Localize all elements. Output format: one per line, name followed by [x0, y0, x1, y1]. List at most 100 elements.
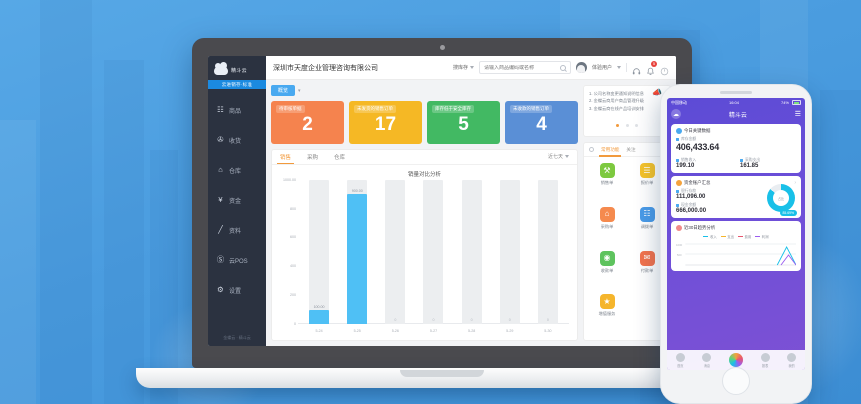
phone-tab-home[interactable]: 首页	[675, 352, 685, 368]
app-logo[interactable]: 精斗云	[208, 56, 266, 80]
erp-main: 深圳市天度企业管理咨询有限公司 搜库存 体验用户	[266, 56, 676, 346]
search-input[interactable]	[483, 64, 560, 71]
overview-tag[interactable]: 概览	[271, 85, 296, 96]
phone-mockup: 中国移动 16:04 74% ☁ 精斗云 ☰ 今日关键数据	[660, 84, 812, 404]
sidebar-item-funds[interactable]: ¥ 资金	[208, 185, 266, 215]
quick-action-item[interactable]: ⌂ 采购单	[589, 206, 625, 247]
bar-column[interactable]: 0	[385, 179, 406, 324]
chevron-down-icon[interactable]: ▾	[298, 87, 301, 94]
sidebar-item-label: 云POS	[229, 258, 248, 265]
search-scope-label: 搜库存	[452, 65, 468, 71]
legend-entry: 支出	[720, 234, 734, 239]
x-tick-label: 5-26	[391, 328, 399, 333]
search-box[interactable]	[478, 61, 571, 74]
quick-action-item[interactable]: ☰ 报价单	[629, 163, 665, 203]
quick-action-item[interactable]: ⚒ 销售单	[589, 163, 625, 203]
carousel-dot[interactable]	[625, 124, 629, 128]
tab-common-functions[interactable]: 常用功能	[598, 143, 622, 157]
bullet-icon	[740, 159, 743, 162]
sidebar-item-settings[interactable]: ⚙ 设置	[208, 275, 266, 305]
y-tick-label: 600	[290, 235, 296, 240]
quick-action-item[interactable]: ★ 增值服务	[589, 294, 625, 334]
phone-tab-add[interactable]	[728, 353, 743, 367]
laptop-mockup: 精斗云 云进销存·标准 ☷ 商品 ✇ 收货 ⌂ 仓库	[136, 38, 748, 388]
power-icon[interactable]	[660, 63, 669, 76]
phone-tab-report[interactable]: 报表	[760, 352, 770, 368]
x-axis: 5-24 5-25 5-26 5-27 5-28 5-29 5-30	[300, 325, 567, 336]
quick-action-item[interactable]: ☷ 调拨单	[629, 206, 665, 247]
laptop-notch	[400, 370, 484, 377]
quick-action-item[interactable]: ◉ 收款单	[589, 250, 625, 291]
svg-text:1000: 1000	[676, 243, 683, 247]
chevron-right-icon[interactable]: ›	[794, 180, 796, 186]
sidebar-item-pos[interactable]: Ⓢ 云POS	[208, 245, 266, 275]
date-range-select[interactable]: 近七天	[548, 153, 569, 160]
menu-icon[interactable]: ☰	[794, 111, 801, 118]
search-icon[interactable]	[559, 64, 566, 71]
list-item[interactable]: 3. 金蝶云商在线产品培训安排	[589, 105, 644, 111]
x-tick-label: 5-24	[315, 328, 323, 333]
carousel-dot[interactable]	[634, 124, 638, 128]
home-button[interactable]	[722, 367, 750, 395]
avatar[interactable]	[575, 62, 587, 73]
phone-tab-message[interactable]: 消息	[702, 352, 712, 368]
list-item[interactable]: 2. 金蝶云商用户商品管理升级	[589, 98, 644, 104]
laptop-base	[136, 368, 748, 388]
tab-sales[interactable]: 销售	[276, 149, 295, 165]
carousel-dots[interactable]	[589, 112, 665, 132]
sidebar-item-documents[interactable]: ╱ 资料	[208, 215, 266, 245]
headset-icon[interactable]	[632, 63, 641, 75]
trend-icon	[676, 225, 682, 231]
bar-column[interactable]: 0	[461, 179, 482, 324]
sidebar-item-goods[interactable]: ☷ 商品	[208, 95, 266, 125]
bar-column[interactable]: 900.00	[347, 179, 368, 324]
stat-card-unpaid-orders[interactable]: 未收款的销售订单 4	[505, 101, 578, 144]
bar-value-label: 0	[546, 318, 549, 322]
stat-card-unshipped-orders[interactable]: 未发货的销售订单 17	[349, 101, 422, 144]
sidebar-item-label: 商品	[229, 108, 242, 115]
x-tick-label: 5-28	[468, 328, 476, 333]
legend-swatch	[738, 235, 743, 238]
phone-tab-profile[interactable]: 我的	[787, 352, 797, 368]
y-tick-label: 400	[290, 264, 296, 269]
quick-tabs: 常用功能 关注	[584, 143, 670, 158]
search-scope-select[interactable]: 搜库存	[453, 64, 474, 71]
stat-card-low-stock[interactable]: 库存低于安全库存 5	[427, 101, 500, 144]
svg-text:500: 500	[677, 253, 682, 257]
bell-icon[interactable]: 5	[646, 61, 657, 75]
sidebar-item-warehouse[interactable]: ⌂ 仓库	[208, 155, 266, 185]
stat-card-pending-approval[interactable]: 待审核单据 2	[271, 101, 344, 144]
donut-badge: 85.69%	[779, 210, 797, 216]
donut-center-label: 占比	[767, 184, 795, 212]
legend-label: 费用	[744, 235, 752, 239]
phone-card-accounts[interactable]: 资金账户汇总 › 银行存款 111,096.00 现金余额 666,000.00	[671, 176, 801, 218]
phone-card-list: 今日关键数据 库存金额 406,433.64 销售收入 199	[667, 121, 805, 350]
chevron-down-icon[interactable]	[617, 66, 621, 69]
phone-tab-label: 报表	[761, 363, 769, 368]
quick-action-icon: ☷	[639, 206, 655, 222]
user-label[interactable]: 体验用户	[591, 65, 612, 71]
sidebar-item-receive[interactable]: ✇ 收货	[208, 125, 266, 155]
bar-column[interactable]: 100.00	[309, 179, 330, 324]
stat-cards: 待审核单据 2 未发货的销售订单 17 库存低于安全库存 5	[271, 101, 578, 144]
stat-card-value: 5	[458, 114, 469, 135]
phone-tab-label: 首页	[677, 363, 684, 368]
quick-action-item[interactable]: ✉ 付款单	[629, 250, 665, 291]
tab-favorites[interactable]: 关注	[626, 146, 636, 152]
cloud-avatar-icon[interactable]: ☁	[671, 109, 681, 119]
home-icon	[675, 352, 685, 362]
tab-warehouse[interactable]: 仓库	[334, 154, 346, 161]
tab-purchase[interactable]: 采购	[307, 154, 319, 161]
gear-icon: ⚙	[217, 285, 224, 295]
phone-card-trend[interactable]: 近30日趋势分析 收入 支出 费用 利润 1000 500	[671, 221, 801, 271]
phone-card-key-metrics[interactable]: 今日关键数据 库存金额 406,433.64 销售收入 199	[671, 124, 801, 173]
carousel-dot[interactable]	[616, 124, 620, 128]
phone-app-title: 精斗云	[728, 112, 747, 119]
phone-tab-label: 消息	[703, 363, 711, 368]
gear-icon[interactable]	[589, 147, 594, 153]
bar-column[interactable]: 0	[537, 179, 558, 324]
bar-column[interactable]: 0	[499, 179, 520, 324]
bar-column[interactable]: 0	[423, 179, 444, 324]
list-item[interactable]: 1. 公司名称变更通知说明信息	[589, 91, 644, 96]
bar-chart: 1000.00 800 600 400 200 0 100.00 900.00 0 0 0 0 0 5…	[280, 178, 569, 336]
